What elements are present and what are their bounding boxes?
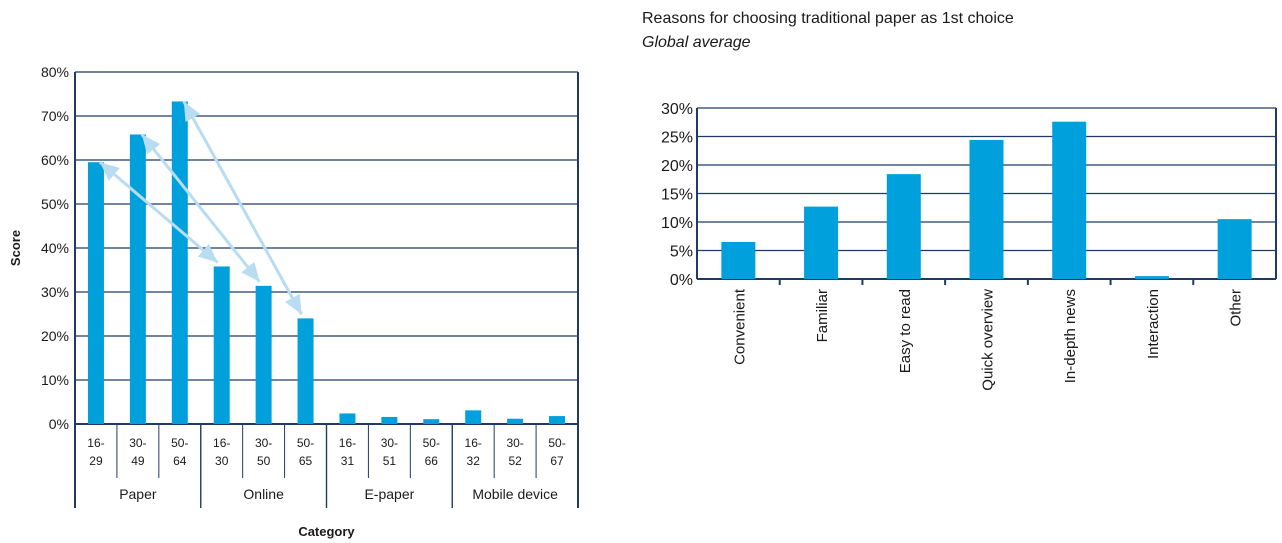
- age-category-bar-chart: 0% 10% 20% 30% 40% 50% 60% 70% 80% 16- 29 30- 49 50- 6…: [8, 64, 579, 539]
- x-tick-label: Quick overview: [980, 289, 997, 391]
- group-label: Paper: [119, 486, 157, 502]
- bar: [1052, 121, 1087, 280]
- x-tick-label: 16-: [213, 436, 230, 450]
- chart-title: Reasons for choosing traditional paper a…: [642, 10, 1014, 27]
- y-tick-label: 15%: [661, 187, 693, 204]
- y-tick-label: 5%: [670, 244, 693, 261]
- x-tick-label: 16-: [339, 436, 356, 450]
- x-tick-label: 30-: [506, 436, 523, 450]
- x-tick-label: 50-: [423, 436, 440, 450]
- x-tick-label: 30-: [129, 436, 146, 450]
- bar: [1134, 276, 1169, 279]
- y-tick-label: 20%: [661, 158, 693, 175]
- x-tick-label: 30-: [255, 436, 272, 450]
- y-tick-label: 25%: [661, 130, 693, 147]
- x-tick-label: 65: [299, 454, 313, 468]
- bar: [804, 206, 839, 279]
- x-tick-label: 29: [89, 454, 103, 468]
- bar: [465, 410, 482, 424]
- comparison-arrow: [182, 100, 303, 316]
- x-tick-label: Familiar: [814, 289, 831, 342]
- x-tick-label: 64: [173, 454, 187, 468]
- bar: [1217, 219, 1252, 279]
- x-tick-label: Easy to read: [897, 289, 914, 373]
- bar: [297, 318, 314, 424]
- y-tick-label: 40%: [41, 240, 69, 256]
- y-tick-label: 30%: [41, 284, 69, 300]
- y-tick-label: 60%: [41, 152, 69, 168]
- x-tick-label: 16-: [87, 436, 104, 450]
- x-tick-label: 30-: [381, 436, 398, 450]
- x-axis-title: Category: [298, 524, 355, 539]
- x-tick-label: 30: [215, 454, 229, 468]
- y-tick-label: 10%: [661, 215, 693, 232]
- x-tick-label: 31: [341, 454, 355, 468]
- y-tick-label: 70%: [41, 108, 69, 124]
- bar: [255, 285, 272, 424]
- y-tick-label: 80%: [41, 64, 69, 80]
- x-tick-label: 50-: [297, 436, 314, 450]
- x-tick-label: 50-: [548, 436, 565, 450]
- group-label: E-paper: [364, 486, 414, 502]
- bar: [969, 139, 1004, 279]
- y-tick-label: 10%: [41, 372, 69, 388]
- x-tick-label: 66: [425, 454, 439, 468]
- y-tick-label: 50%: [41, 196, 69, 212]
- y-tick-label: 20%: [41, 328, 69, 344]
- bar: [721, 241, 756, 279]
- bar: [549, 416, 566, 424]
- x-tick-label: 49: [131, 454, 145, 468]
- y-tick-label: 0%: [670, 272, 693, 289]
- group-label: Mobile device: [472, 486, 558, 502]
- x-tick-label: 32: [467, 454, 481, 468]
- x-tick-label: Interaction: [1145, 289, 1162, 359]
- x-tick-label: Convenient: [731, 288, 748, 365]
- y-tick-label: 0%: [49, 416, 69, 432]
- x-tick-label: 67: [550, 454, 564, 468]
- x-tick-label: 52: [508, 454, 522, 468]
- bar: [507, 418, 524, 424]
- group-label: Online: [243, 486, 284, 502]
- bar: [381, 416, 398, 424]
- bar: [423, 419, 440, 424]
- x-tick-label: 51: [383, 454, 397, 468]
- x-tick-label: 50: [257, 454, 271, 468]
- bar: [886, 174, 921, 279]
- y-tick-label: 30%: [661, 101, 693, 118]
- x-tick-label: 16-: [465, 436, 482, 450]
- y-axis-title: Score: [8, 230, 23, 266]
- x-tick-label: 50-: [171, 436, 188, 450]
- bar: [339, 413, 356, 424]
- x-tick-label: Other: [1228, 289, 1245, 327]
- x-tick-label: In-depth news: [1062, 289, 1079, 383]
- chart-subtitle: Global average: [642, 34, 751, 51]
